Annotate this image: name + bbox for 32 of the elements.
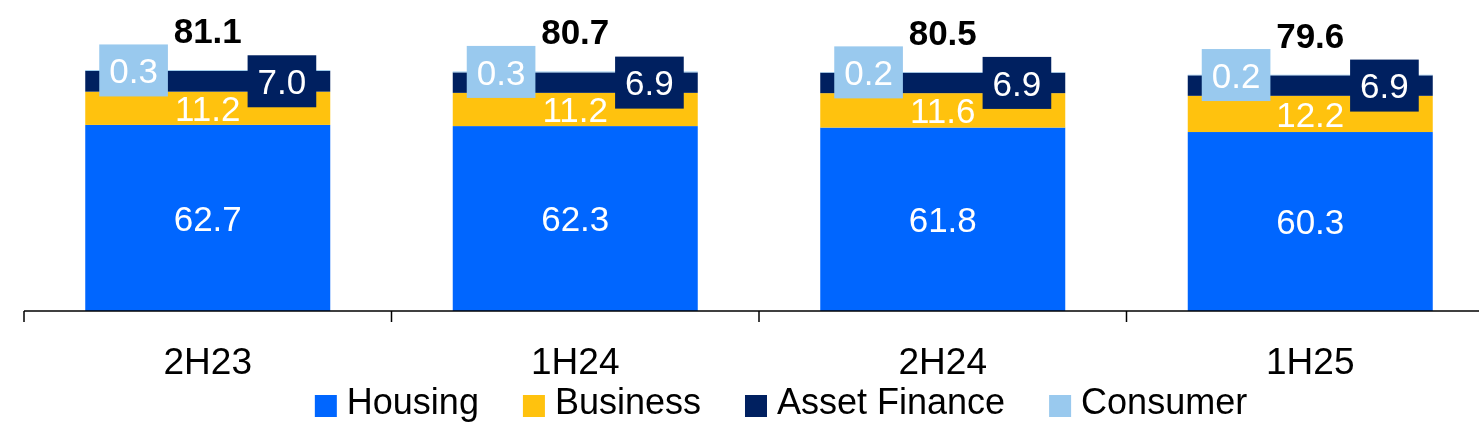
- bar: [85, 124, 331, 311]
- data-label: 6.9: [992, 63, 1042, 103]
- data-label: 11.2: [542, 90, 609, 130]
- data-label: 0.2: [844, 52, 893, 92]
- total-label: 81.1: [173, 11, 242, 50]
- x-tick-label: 2H24: [898, 341, 987, 382]
- data-label: 6.9: [625, 63, 674, 103]
- data-label: 62.3: [541, 199, 610, 239]
- data-label: 60.3: [1276, 202, 1345, 242]
- data-label: 0.2: [1211, 55, 1261, 95]
- bar: [820, 127, 1066, 311]
- data-label: 12.2: [1276, 94, 1345, 134]
- total-label: 80.5: [908, 13, 977, 53]
- x-tick-label: 2H23: [163, 341, 252, 382]
- total-label: 79.6: [1276, 15, 1345, 55]
- bar: [452, 126, 698, 311]
- data-label: 0.3: [109, 51, 158, 91]
- x-tick-label: 1H25: [1266, 341, 1355, 382]
- data-label: 11.6: [909, 90, 976, 130]
- data-label: 11.2: [174, 88, 241, 128]
- data-label: 7.0: [257, 61, 307, 101]
- legend-label: Consumer: [1081, 381, 1248, 422]
- data-label: 0.3: [476, 52, 526, 92]
- bar: [1187, 132, 1433, 311]
- total-label: 80.7: [541, 12, 610, 52]
- legend-label: Housing: [346, 381, 479, 422]
- legend-label: Asset Finance: [776, 381, 1006, 422]
- x-tick-label: 1H24: [531, 341, 620, 382]
- data-label: 6.9: [1360, 66, 1409, 106]
- data-label: 61.8: [908, 199, 977, 239]
- data-label: 62.7: [173, 198, 242, 238]
- legend-label: Business: [554, 381, 701, 422]
